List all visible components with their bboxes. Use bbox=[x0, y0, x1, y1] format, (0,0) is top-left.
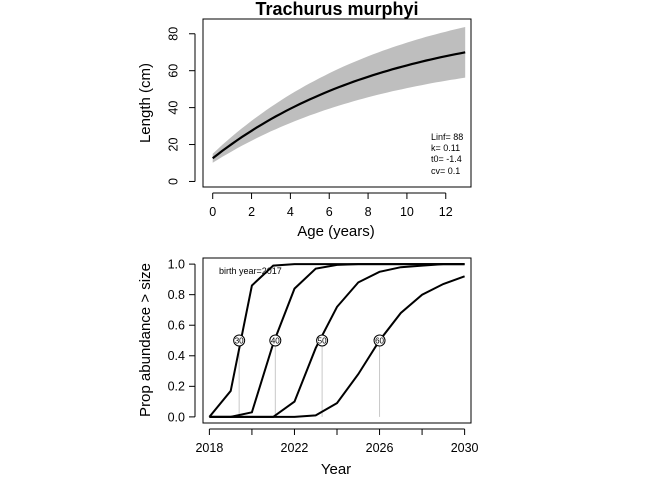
abundance-plot-frame bbox=[202, 257, 472, 424]
growth-y-tick-label: 80 bbox=[166, 27, 180, 41]
growth-y-tick-label: 40 bbox=[166, 101, 180, 115]
size-marker-label-50: 50 bbox=[318, 336, 327, 345]
growth-y-tick-label: 0 bbox=[166, 178, 180, 185]
abundance-y-tick-label: 0.0 bbox=[168, 410, 185, 424]
growth-tick-labels: 0 2 4 6 8 10 12 0 20 40 60 80 bbox=[166, 27, 452, 219]
abundance-x-axis-title: Year bbox=[321, 461, 351, 478]
param-cv: cv= 0.1 bbox=[431, 166, 460, 176]
growth-x-tick-label: 2 bbox=[248, 205, 255, 219]
param-linf: Linf= 88 bbox=[431, 132, 463, 142]
size-marker-50 bbox=[316, 334, 329, 347]
abundance-chart: 30 40 50 60 2018 2022 2026 2030 0.0 0.2 0.4 0.6 0.8… bbox=[137, 257, 479, 478]
growth-tick-marks bbox=[189, 33, 447, 199]
abundance-x-tick-label: 2026 bbox=[366, 441, 394, 455]
size-markers: 30 40 50 60 bbox=[233, 334, 386, 347]
growth-y-tick-label: 20 bbox=[166, 138, 180, 152]
abundance-tick-labels: 2018 2022 2026 2030 0.0 0.2 0.4 0.6 0.8 1.0 bbox=[168, 257, 479, 455]
size-marker-60 bbox=[373, 334, 386, 347]
abundance-y-tick-label: 0.4 bbox=[168, 349, 185, 363]
growth-y-tick-label: 60 bbox=[166, 64, 180, 78]
abundance-y-tick-label: 0.8 bbox=[168, 288, 185, 302]
crossing-year-lines bbox=[238, 340, 381, 417]
growth-x-axis-title: Age (years) bbox=[297, 223, 375, 240]
abundance-curve-40 bbox=[209, 263, 465, 418]
growth-plot-frame bbox=[202, 18, 472, 188]
abundance-tick-marks bbox=[189, 263, 466, 435]
size-marker-40 bbox=[269, 334, 282, 347]
chart-title: Trachurus murphyi bbox=[255, 0, 418, 19]
growth-y-axis-title: Length (cm) bbox=[137, 63, 154, 143]
abundance-curves bbox=[208, 263, 465, 418]
size-marker-30 bbox=[233, 334, 246, 347]
abundance-curve-30 bbox=[208, 263, 465, 418]
growth-uncertainty-band bbox=[212, 27, 466, 163]
growth-x-tick-label: 6 bbox=[326, 205, 333, 219]
size-marker-label-40: 40 bbox=[271, 336, 280, 345]
abundance-x-tick-label: 2022 bbox=[281, 441, 309, 455]
size-marker-label-60: 60 bbox=[375, 336, 384, 345]
abundance-y-tick-label: 0.6 bbox=[168, 319, 185, 333]
growth-chart: 0 2 4 6 8 10 12 0 20 40 60 80 Trachurus murphyi Age… bbox=[137, 0, 472, 240]
growth-x-tick-label: 10 bbox=[400, 205, 414, 219]
abundance-y-tick-label: 0.2 bbox=[168, 380, 185, 394]
birth-year-label: birth year=2017 bbox=[219, 266, 282, 276]
abundance-y-tick-label: 1.0 bbox=[168, 257, 185, 271]
growth-x-tick-label: 0 bbox=[209, 205, 216, 219]
size-marker-label-30: 30 bbox=[235, 336, 244, 345]
abundance-y-axis-title: Prop abundance > size bbox=[137, 263, 154, 417]
abundance-x-tick-label: 2018 bbox=[195, 441, 223, 455]
growth-x-tick-label: 12 bbox=[439, 205, 453, 219]
param-t0: t0= -1.4 bbox=[431, 154, 462, 164]
abundance-curve-50 bbox=[209, 263, 465, 418]
growth-x-tick-label: 4 bbox=[287, 205, 294, 219]
growth-curve-group bbox=[212, 51, 466, 160]
abundance-x-tick-label: 2030 bbox=[451, 441, 479, 455]
abundance-curve-60 bbox=[209, 275, 465, 418]
growth-curve bbox=[212, 51, 466, 160]
growth-x-tick-label: 8 bbox=[365, 205, 372, 219]
param-k: k= 0.11 bbox=[431, 143, 460, 153]
